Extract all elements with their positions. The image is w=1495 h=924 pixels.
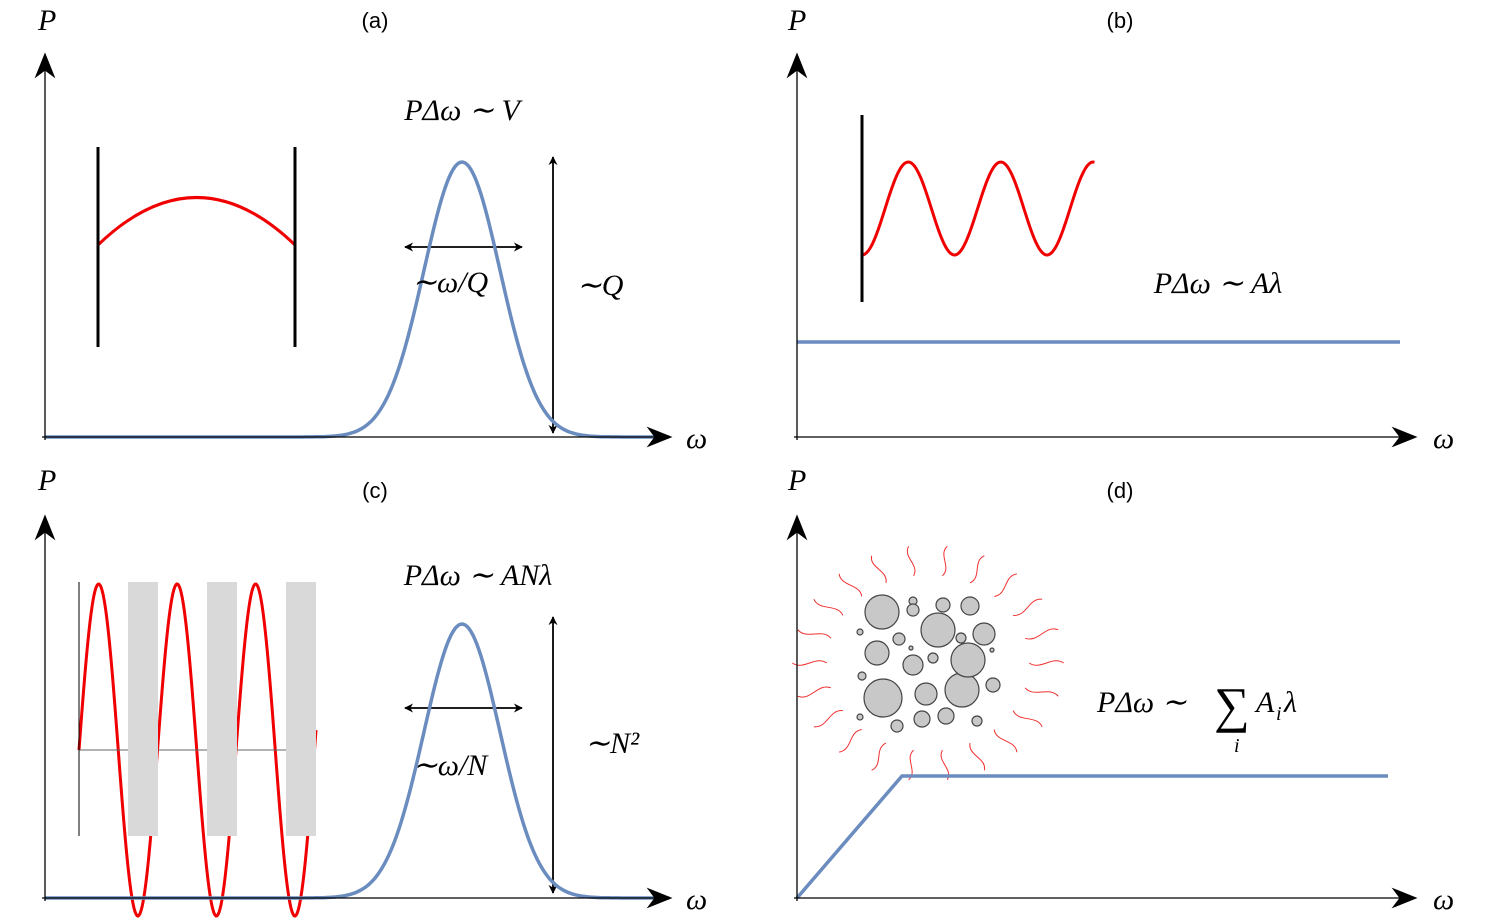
particle: [857, 671, 867, 681]
particle: [920, 612, 956, 648]
particle: [892, 632, 906, 646]
particle: [950, 642, 986, 678]
layer: [286, 582, 316, 836]
particle: [955, 632, 967, 644]
particle: [902, 654, 924, 676]
emission: [1012, 710, 1043, 728]
x-axis-label: ω: [1433, 422, 1454, 455]
emission: [838, 573, 863, 597]
height-label: ∼Q: [577, 269, 624, 302]
standing-wave: [96, 196, 297, 247]
emission: [1024, 687, 1059, 697]
height-label: ∼N²: [585, 727, 640, 760]
particle: [944, 672, 980, 708]
layer: [207, 582, 237, 836]
y-axis-label: P: [787, 4, 806, 37]
emission: [813, 598, 844, 616]
particle: [960, 596, 980, 616]
emission: [906, 545, 916, 577]
y-axis-label: P: [787, 464, 806, 497]
formula: PΔω ∼ V: [403, 94, 523, 127]
wave: [861, 160, 1095, 257]
spectrum: [795, 774, 1388, 900]
emission: [839, 729, 862, 753]
emission: [969, 742, 985, 771]
particle: [906, 603, 920, 617]
particle: [989, 647, 995, 653]
particle: [935, 597, 951, 613]
emission: [871, 742, 887, 771]
formula: PΔω ∼ Aλ: [1153, 267, 1283, 300]
resonance-curve: [45, 160, 669, 439]
emission: [871, 555, 887, 584]
x-axis-label: ω: [686, 883, 707, 916]
x-axis-label: ω: [686, 422, 707, 455]
emission: [792, 660, 828, 666]
layer: [128, 582, 158, 836]
emission: [797, 686, 832, 698]
panel-label: (c): [362, 478, 388, 503]
panel-label: (a): [362, 8, 389, 33]
particle: [937, 707, 955, 725]
y-axis-label: P: [37, 464, 56, 497]
panel-b: P ω (b) PΔω ∼ Aλ: [787, 4, 1454, 455]
formula-lhs: PΔω ∼: [1096, 686, 1187, 719]
emission: [994, 573, 1017, 597]
particle: [864, 640, 890, 666]
particle: [972, 622, 996, 646]
emission: [1024, 628, 1059, 640]
emission: [1028, 660, 1064, 666]
panel-label: (d): [1107, 478, 1134, 503]
particle: [856, 713, 864, 721]
particle: [890, 719, 904, 733]
emission: [813, 710, 843, 728]
emission: [797, 629, 832, 639]
formula-sum: ∑: [1214, 677, 1250, 733]
formula-term-index: i: [1276, 703, 1282, 725]
panel-c: P ω (c) PΔω ∼ ANλ ∼ω/N ∼N²: [37, 464, 707, 916]
particle: [914, 682, 938, 706]
panel-a: P ω (a) PΔω ∼ V ∼ω/Q ∼Q: [37, 4, 707, 455]
width-label: ∼ω/Q: [412, 266, 489, 299]
panel-label: (b): [1107, 8, 1134, 33]
formula-tail: λ: [1283, 686, 1297, 719]
emission: [993, 729, 1018, 753]
particle: [927, 652, 939, 664]
particle: [864, 594, 900, 630]
particle: [908, 645, 914, 651]
wave: [77, 582, 318, 918]
emission: [942, 545, 948, 577]
width-label: ∼ω/N: [413, 749, 490, 782]
particle: [863, 678, 903, 718]
x-axis-label: ω: [1433, 883, 1454, 916]
y-axis-label: P: [37, 4, 56, 37]
formula-index: i: [1234, 735, 1240, 757]
panel-d: P ω (d) PΔω ∼ ∑ i A i λ: [787, 464, 1454, 916]
particle: [985, 677, 1001, 693]
emission: [1013, 598, 1043, 616]
particle: [913, 710, 931, 728]
formula-term: A: [1254, 686, 1275, 719]
formula: PΔω ∼ ANλ: [403, 559, 553, 592]
particle: [856, 628, 864, 636]
particle: [971, 715, 983, 727]
emission: [969, 555, 985, 584]
